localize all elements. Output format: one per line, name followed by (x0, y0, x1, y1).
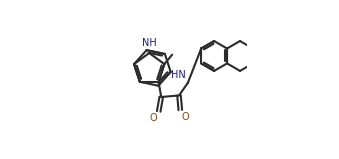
Text: HN: HN (171, 70, 185, 80)
Text: O: O (182, 112, 189, 122)
Text: NH: NH (142, 38, 157, 48)
Text: O: O (149, 113, 157, 123)
